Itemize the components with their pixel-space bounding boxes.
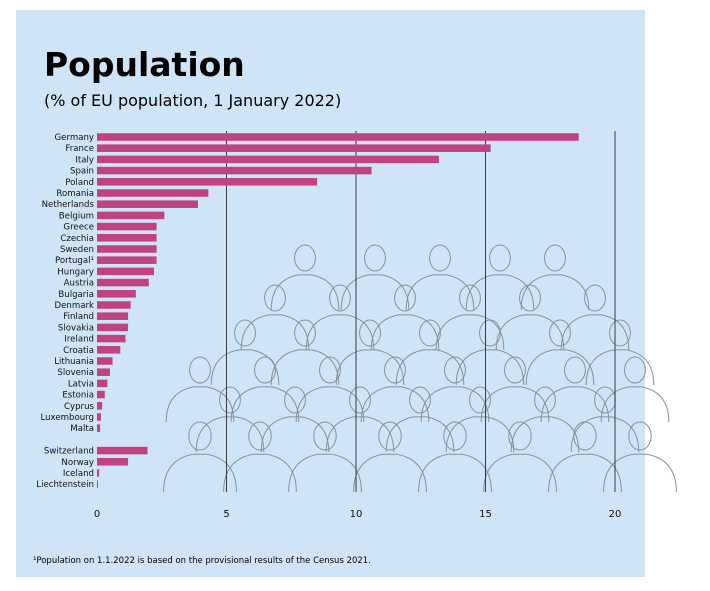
x-tick-label: 10: [350, 509, 363, 520]
x-tick-label: 15: [479, 509, 492, 520]
bar: [97, 166, 372, 175]
category-label: Ireland: [64, 335, 94, 345]
bar: [97, 290, 136, 298]
bar: [97, 413, 101, 421]
category-label: Belgium: [59, 211, 94, 221]
bar: [97, 155, 439, 164]
footnote: ¹Population on 1.1.2022 is based on the …: [33, 556, 371, 566]
category-label: France: [65, 144, 94, 154]
category-label: Poland: [65, 178, 94, 188]
bar: [97, 458, 129, 466]
bar: [97, 323, 129, 332]
bar: [97, 267, 154, 276]
bar: [97, 256, 157, 264]
category-label: Lithuania: [54, 357, 94, 367]
bar: [97, 178, 318, 186]
category-label: Cyprus: [64, 402, 95, 412]
category-label: Hungary: [57, 267, 94, 277]
bar: [97, 390, 105, 399]
bar: [97, 278, 149, 287]
gridlines: [226, 131, 616, 492]
category-label: Norway: [61, 458, 94, 468]
category-label: Croatia: [63, 346, 94, 356]
category-label: Slovakia: [58, 323, 94, 333]
category-label: Slovenia: [57, 368, 94, 378]
bar: [97, 469, 100, 477]
bar: [97, 334, 126, 343]
category-label: Switzerland: [44, 447, 94, 457]
category-label: Liechtenstein: [36, 480, 94, 490]
bar: [97, 368, 110, 376]
bar: [97, 346, 121, 354]
category-label: Sweden: [60, 245, 94, 255]
chart-title: Population: [44, 45, 245, 84]
category-label: Austria: [64, 279, 94, 289]
category-label: Czechia: [60, 234, 94, 244]
bar: [97, 402, 103, 410]
category-label: Italy: [75, 155, 94, 165]
x-tick-label: 20: [609, 509, 622, 520]
category-label: Bulgaria: [58, 290, 94, 300]
category-label: Germany: [55, 133, 95, 143]
x-axis-ticks: 0 5 10 15 20: [94, 509, 622, 520]
category-label: Portugal¹: [55, 256, 94, 266]
category-label: Luxembourg: [40, 413, 94, 423]
bar: [97, 379, 108, 388]
category-label: Netherlands: [42, 200, 95, 210]
bar: [97, 357, 113, 365]
category-label: Estonia: [62, 391, 94, 401]
bar: [97, 480, 98, 488]
category-label: Romania: [56, 189, 94, 199]
bar: [97, 144, 491, 152]
bar: [97, 211, 165, 220]
category-label: Denmark: [55, 301, 95, 311]
bars: [97, 133, 579, 488]
crowd-illustration: [163, 244, 677, 493]
chart-subtitle: (% of EU population, 1 January 2022): [44, 91, 342, 110]
bar: [97, 301, 131, 309]
bar: [97, 200, 199, 208]
category-label: Iceland: [63, 469, 94, 479]
category-label: Spain: [70, 167, 94, 177]
category-label: Latvia: [68, 379, 94, 389]
bar: [97, 312, 129, 320]
bar: [97, 222, 157, 231]
category-label: Greece: [63, 223, 94, 233]
bar: [97, 234, 157, 242]
category-label: Malta: [70, 424, 94, 434]
bar: [97, 133, 579, 141]
bar: [97, 189, 209, 197]
category-label: Finland: [63, 312, 94, 322]
x-tick-label: 5: [223, 509, 229, 520]
x-tick-label: 0: [94, 509, 100, 520]
bar: [97, 245, 157, 253]
bar: [97, 446, 148, 455]
bar: [97, 424, 101, 432]
